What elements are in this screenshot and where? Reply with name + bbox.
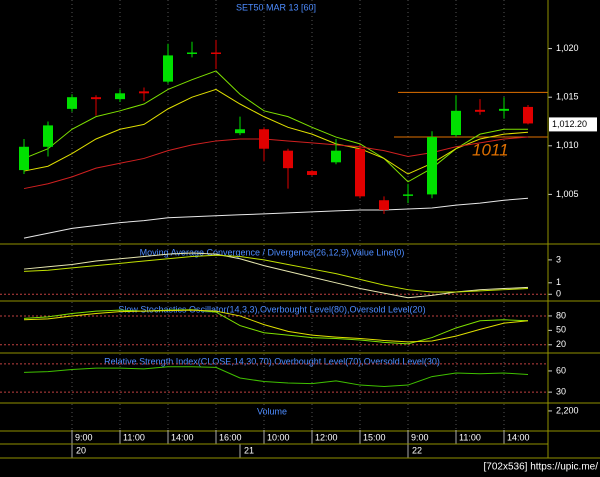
x-tick-label: 11:00 (123, 432, 145, 442)
x-tick-label: 14:00 (507, 432, 530, 442)
y-tick-label: 2,200 (556, 405, 579, 415)
indicator-line (23, 309, 529, 345)
candle-body (499, 108, 509, 111)
watermark: [702x536] https://upic.me/ (483, 462, 598, 473)
x-tick-label: 9:00 (411, 432, 429, 442)
y-tick-label: 1,010 (556, 140, 579, 150)
y-tick-label: 60 (556, 365, 566, 375)
x-tick-label: 11:00 (459, 432, 481, 442)
candle-body (283, 150, 293, 169)
candle-body (211, 52, 221, 54)
y-tick-label: 1,015 (556, 92, 579, 102)
y-tick-label: 50 (556, 325, 566, 335)
indicator-line (23, 197, 529, 239)
x-tick-label: 14:00 (171, 432, 194, 442)
last-price-box (549, 117, 597, 132)
annotation: 1011 (472, 140, 509, 159)
candle-body (19, 146, 29, 171)
day-label: 22 (412, 445, 422, 455)
panel-title: Slow Stochastics Oscillator(14,3,3),Over… (118, 304, 425, 314)
day-label: 21 (244, 445, 254, 455)
candle-body (139, 91, 149, 94)
candle-body (91, 97, 101, 100)
indicator-line (23, 136, 529, 190)
candle-body (115, 93, 125, 100)
indicator-line (23, 366, 529, 387)
candle-body (259, 129, 269, 149)
candle-body (43, 125, 53, 147)
x-tick-label: 15:00 (363, 432, 386, 442)
candle-body (379, 200, 389, 210)
y-tick-label: 30 (556, 386, 566, 396)
x-tick-label: 12:00 (315, 432, 338, 442)
candle-body (355, 148, 365, 197)
candle-body (403, 194, 413, 196)
y-tick-label: 1 (556, 277, 561, 287)
indicator-line (23, 254, 529, 293)
candle-body (475, 109, 485, 112)
candle-body (523, 106, 533, 124)
indicator-line (23, 309, 529, 343)
y-tick-label: 80 (556, 310, 566, 320)
x-tick-label: 10:00 (267, 432, 290, 442)
panel-title: SET50 MAR 13 [60] (236, 2, 316, 12)
y-tick-label: 0 (556, 289, 561, 299)
candle-body (163, 55, 173, 82)
indicator-line (23, 88, 529, 175)
y-tick-label: 1,005 (556, 189, 579, 199)
candle-body (427, 137, 437, 195)
candle-body (235, 129, 245, 134)
panel-title: Volume (257, 406, 287, 416)
candle-body (331, 150, 341, 163)
y-tick-label: 20 (556, 339, 566, 349)
candle-body (307, 171, 317, 175)
indicator-line (23, 70, 528, 183)
indicator-line (23, 252, 529, 299)
candle-body (451, 110, 461, 136)
panel-title: Relative Strength Index(CLOSE,14,30,70),… (104, 356, 440, 366)
y-tick-label: 1,020 (556, 43, 579, 53)
day-label: 20 (76, 445, 86, 455)
x-tick-label: 9:00 (75, 432, 93, 442)
panel-title: Moving Average Convergence / Divergence(… (140, 247, 405, 257)
last-price-label: 1,012.20 (552, 119, 587, 129)
y-tick-label: 3 (556, 254, 561, 264)
x-tick-label: 16:00 (219, 432, 242, 442)
candle-body (67, 97, 77, 109)
candle-body (187, 52, 197, 54)
